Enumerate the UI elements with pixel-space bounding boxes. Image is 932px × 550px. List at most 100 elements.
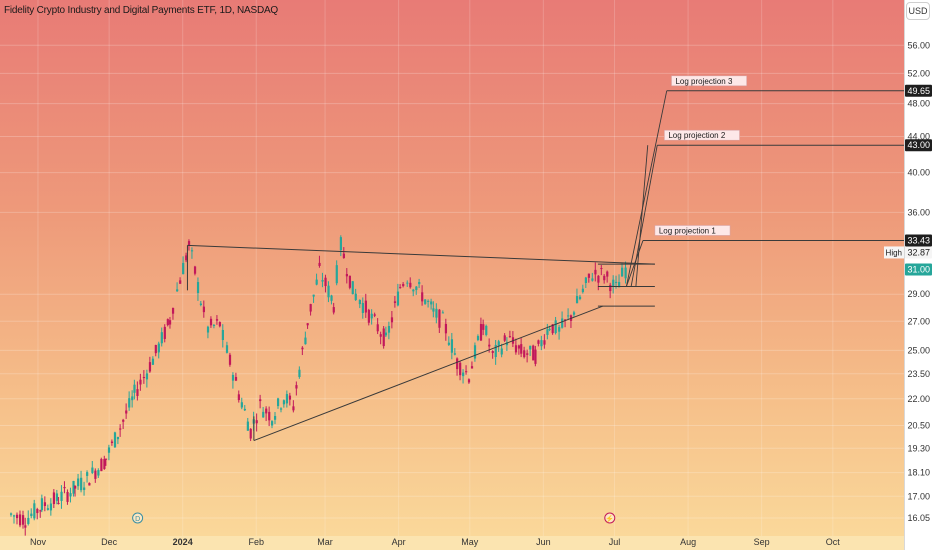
- candle-body: [351, 281, 354, 295]
- candle-body: [387, 326, 391, 333]
- candle-body: [621, 267, 624, 277]
- candle-body: [49, 503, 53, 511]
- price-tick: 22.00: [907, 394, 930, 404]
- candle-body: [597, 275, 600, 283]
- candle-body: [270, 421, 274, 426]
- support-line: [253, 305, 603, 442]
- candle-body: [218, 322, 221, 327]
- candle-body: [40, 498, 44, 511]
- candle-body: [384, 332, 388, 336]
- candle-body: [193, 266, 197, 274]
- candle-body: [190, 250, 194, 252]
- candle-body: [304, 337, 307, 345]
- candle-body: [482, 324, 485, 330]
- candle-body: [321, 280, 324, 282]
- earnings-icon[interactable]: [604, 512, 616, 524]
- candle-body: [206, 326, 210, 333]
- candle-body: [476, 336, 480, 340]
- candle-body: [591, 278, 594, 281]
- price-badge-label: 33.43: [907, 235, 930, 245]
- price-badge: [905, 246, 932, 259]
- candle-body: [412, 289, 415, 292]
- candle-body: [228, 354, 232, 365]
- price-tick: 19.30: [907, 443, 930, 453]
- dividend-icon[interactable]: [132, 512, 144, 524]
- candle-body: [418, 282, 421, 285]
- candle-body: [551, 324, 554, 334]
- candle-body: [415, 286, 418, 291]
- price-badge: [905, 84, 932, 97]
- candle-body: [330, 295, 333, 301]
- time-axis[interactable]: [0, 536, 904, 550]
- candle-body: [399, 287, 402, 289]
- candle-body: [444, 323, 448, 334]
- candle-body: [57, 502, 60, 504]
- candle-body: [249, 428, 252, 439]
- candle-body: [46, 508, 50, 510]
- candle-body: [584, 277, 588, 283]
- candle-body: [240, 402, 243, 408]
- month-tick: Sep: [754, 537, 770, 547]
- candle-body: [168, 320, 172, 325]
- candle-body: [485, 325, 488, 335]
- candle-body: [358, 299, 361, 305]
- candle-body: [459, 362, 462, 376]
- candle-body: [116, 436, 120, 440]
- candle-body: [259, 399, 262, 402]
- candle-body: [370, 313, 373, 319]
- month-tick: Nov: [30, 537, 47, 547]
- candle-body: [534, 349, 537, 364]
- candle-body: [103, 458, 106, 470]
- grid-lines: [0, 0, 904, 536]
- candle-body: [609, 284, 612, 292]
- candle-body: [94, 470, 97, 479]
- candle-body: [268, 411, 271, 421]
- price-tick: 27.00: [907, 316, 930, 326]
- candle-body: [83, 487, 86, 490]
- candle-body: [488, 344, 491, 347]
- candle-body: [441, 312, 445, 314]
- candle-body: [301, 347, 304, 350]
- candle-body: [364, 300, 367, 313]
- candle-body: [532, 345, 535, 361]
- candle-body: [540, 340, 543, 347]
- candle-body: [154, 345, 157, 354]
- projection-label-box: [664, 129, 740, 141]
- candle-body: [456, 358, 459, 370]
- candle-body: [237, 394, 240, 401]
- candle-body: [424, 299, 427, 304]
- candle-body: [246, 421, 249, 431]
- candle-body: [187, 241, 191, 246]
- candle-body: [88, 482, 91, 486]
- candle-body: [548, 328, 551, 330]
- candle-body: [312, 294, 315, 297]
- candle-body: [166, 319, 169, 326]
- candle-body: [554, 320, 557, 334]
- candle-body: [561, 318, 564, 328]
- candle-body: [288, 395, 292, 400]
- candle-body: [406, 282, 409, 284]
- currency-button[interactable]: USD: [906, 2, 930, 20]
- candle-body: [221, 329, 224, 341]
- price-tick: 17.00: [907, 491, 930, 501]
- candle-body: [332, 307, 335, 313]
- candle-body: [327, 285, 330, 298]
- candle-body: [543, 340, 546, 345]
- candle-body: [390, 317, 394, 323]
- candle-body: [36, 509, 39, 514]
- time-tick-labels: Nov Dec 2024 Feb Mar Apr May Jun Jul Aug Sep Oct: [30, 537, 840, 547]
- chart-area[interactable]: [0, 0, 904, 536]
- candle-body: [279, 408, 283, 410]
- candle-body: [373, 314, 376, 316]
- price-badge-label: 31.00: [907, 264, 930, 274]
- price-badge-label: 49.65: [907, 86, 930, 96]
- candle-body: [128, 398, 131, 408]
- candle-body: [427, 300, 430, 302]
- projection-ray: [625, 90, 668, 287]
- candle-body: [354, 293, 357, 300]
- candle-body: [473, 345, 477, 359]
- candle-body: [234, 376, 238, 381]
- candle-body: [600, 268, 603, 270]
- candle-body: [453, 353, 457, 355]
- candle-body: [606, 271, 609, 277]
